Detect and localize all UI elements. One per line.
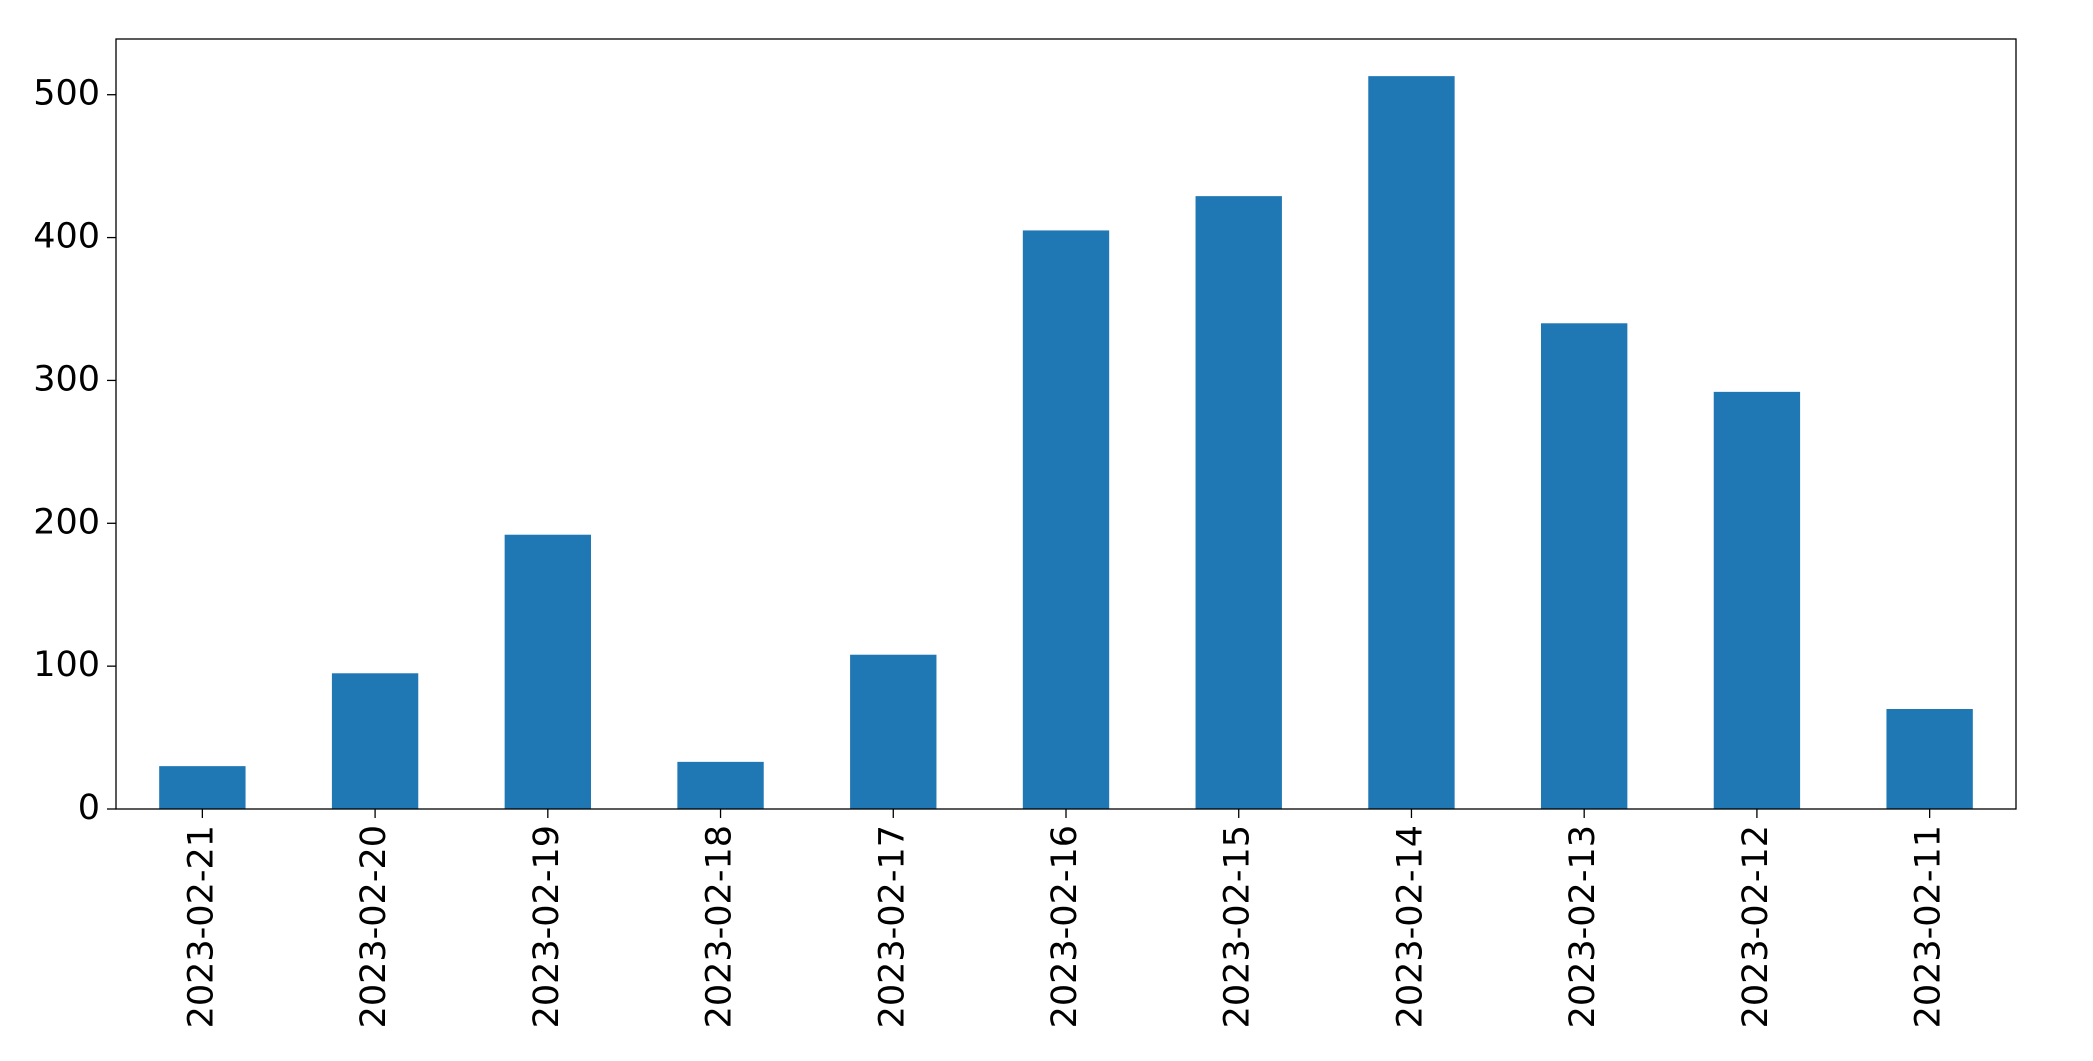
y-tick-label: 400 [33,217,100,257]
x-tick-label: 2023-02-20 [354,825,394,1028]
y-tick-label: 0 [78,788,100,828]
x-tick-label: 2023-02-19 [527,825,567,1028]
bar [1195,196,1282,810]
x-tick-label: 2023-02-17 [872,825,912,1028]
bar [1368,76,1455,809]
bar [1886,709,1973,809]
plot-frame [115,38,2017,810]
y-tick-label: 300 [33,359,100,399]
bar [1541,323,1628,809]
y-tick-label: 500 [33,74,100,114]
y-tick-label: 100 [33,645,100,685]
x-tick-label: 2023-02-12 [1736,825,1776,1028]
x-tick-label: 2023-02-14 [1390,825,1430,1028]
y-tick-label: 200 [33,502,100,542]
x-tick-label: 2023-02-13 [1563,825,1603,1028]
bar [1022,230,1110,809]
bar [677,761,764,809]
x-tick-label: 2023-02-16 [1045,825,1085,1028]
bar [331,673,419,809]
bar [159,766,246,809]
bar [850,654,937,809]
bar [1713,391,1801,809]
x-tick-label: 2023-02-15 [1218,825,1258,1028]
x-tick-label: 2023-02-21 [181,825,221,1028]
bar [504,534,591,809]
x-tick-label: 2023-02-18 [700,825,740,1028]
x-tick-label: 2023-02-11 [1909,825,1949,1028]
